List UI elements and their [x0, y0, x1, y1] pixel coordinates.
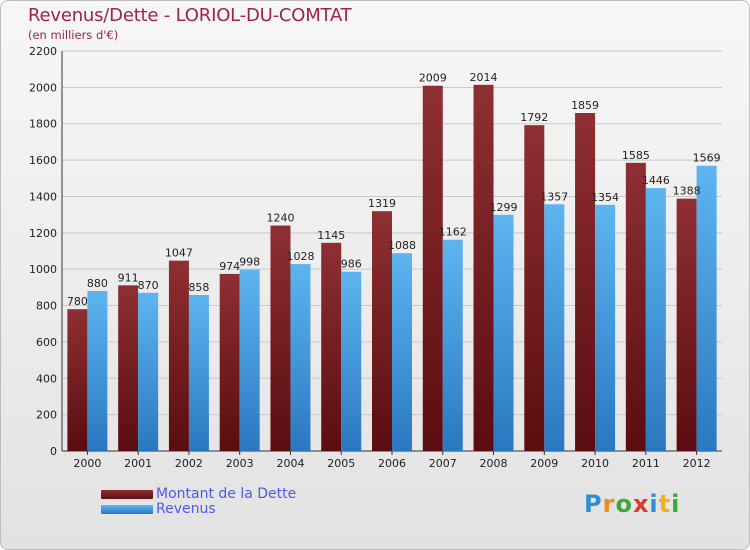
bar-dette: [219, 273, 240, 451]
bar-dette: [625, 162, 646, 451]
y-tick-label: 600: [36, 336, 57, 349]
logo-letter: i: [649, 490, 659, 518]
data-label-revenus: 880: [87, 277, 108, 290]
y-tick-label: 800: [36, 300, 57, 313]
bar-dette: [372, 211, 392, 451]
logo-letter: i: [671, 490, 681, 518]
y-tick-label: 1400: [29, 190, 57, 203]
legend-swatch-debt: [101, 490, 153, 499]
bar-revenus: [188, 295, 209, 451]
data-label-revenus: 1354: [591, 191, 619, 204]
data-label-dette: 911: [118, 271, 139, 284]
x-tick-label: 2011: [632, 457, 660, 470]
y-tick-label: 400: [36, 372, 57, 385]
data-label-dette: 1792: [520, 111, 548, 124]
data-label-revenus: 1162: [439, 226, 467, 239]
data-label-dette: 974: [219, 260, 240, 273]
bar-revenus: [290, 264, 311, 451]
y-tick-label: 1200: [29, 227, 57, 240]
bar-dette: [575, 113, 596, 451]
y-tick-label: 1800: [29, 118, 57, 131]
logo-letter: P: [584, 490, 603, 518]
x-tick-label: 2012: [683, 457, 711, 470]
y-tick-label: 200: [36, 409, 57, 422]
bar-revenus: [696, 165, 717, 451]
data-label-revenus: 870: [138, 279, 159, 292]
bar-dette: [524, 125, 545, 451]
logo-letter: x: [632, 490, 650, 518]
data-label-revenus: 998: [239, 256, 260, 269]
bar-dette: [270, 225, 291, 451]
data-label-revenus: 1569: [693, 152, 721, 165]
bar-dette: [168, 260, 189, 451]
bar-revenus: [341, 271, 362, 451]
x-tick-label: 2007: [429, 457, 457, 470]
data-label-dette: 1319: [368, 197, 396, 210]
data-label-dette: 1145: [317, 229, 345, 242]
data-label-dette: 1240: [266, 212, 294, 225]
y-tick-label: 2200: [29, 45, 57, 58]
x-tick-label: 2000: [73, 457, 101, 470]
bar-dette: [67, 309, 88, 451]
x-tick-label: 2010: [581, 457, 609, 470]
x-tick-label: 2006: [378, 457, 406, 470]
x-tick-label: 2004: [276, 457, 304, 470]
x-tick-label: 2003: [226, 457, 254, 470]
bar-dette: [118, 285, 139, 451]
legend-label-debt: Montant de la Dette: [156, 486, 297, 502]
bar-dette: [676, 198, 697, 451]
x-tick-label: 2008: [480, 457, 508, 470]
data-label-revenus: 1446: [642, 174, 670, 187]
bar-revenus: [239, 269, 260, 451]
logo-letter: o: [615, 490, 633, 518]
bar-dette: [473, 84, 494, 452]
legend-label-revenus: Revenus: [156, 501, 216, 517]
x-tick-label: 2001: [124, 457, 152, 470]
bar-revenus: [392, 253, 412, 451]
data-label-dette: 1388: [673, 185, 701, 198]
bar-dette: [321, 242, 342, 451]
data-label-dette: 2009: [419, 72, 447, 85]
bar-revenus: [493, 214, 514, 451]
data-label-revenus: 1299: [490, 201, 518, 214]
data-label-revenus: 1088: [388, 239, 416, 252]
bar-revenus: [595, 204, 616, 451]
data-label-dette: 1047: [165, 247, 193, 260]
data-label-revenus: 986: [341, 258, 362, 271]
bar-dette: [422, 85, 443, 452]
data-label-dette: 1859: [571, 99, 599, 112]
bars: [67, 84, 717, 452]
x-tick-label: 2005: [327, 457, 355, 470]
data-label-dette: 2014: [470, 71, 498, 84]
y-tick-label: 1000: [29, 263, 57, 276]
data-label-revenus: 858: [188, 281, 209, 294]
bar-revenus: [442, 239, 463, 451]
bar-revenus: [87, 291, 108, 451]
chart-title: Revenus/Dette - LORIOL-DU-COMTAT: [28, 5, 352, 26]
data-label-dette: 780: [67, 295, 88, 308]
x-tick-label: 2002: [175, 457, 203, 470]
logo-letter: t: [658, 490, 672, 518]
data-label-dette: 1585: [622, 149, 650, 162]
chart-subtitle: (en milliers d'€): [28, 28, 119, 42]
logo-letter: r: [602, 490, 616, 518]
bar-revenus: [645, 188, 666, 451]
x-tick-label: 2009: [530, 457, 558, 470]
data-label-revenus: 1357: [540, 190, 568, 203]
proxiti-logo: Proxiti: [584, 490, 680, 518]
bar-revenus: [544, 204, 565, 451]
y-tick-label: 0: [50, 445, 57, 458]
y-tick-label: 2000: [29, 81, 57, 94]
bar-revenus: [138, 292, 159, 451]
axes: 0 200 400 600 800 1000 1200 1400 1600 1800 2000 220…: [29, 45, 722, 470]
y-tick-label: 1600: [29, 154, 57, 167]
legend-swatch-revenus: [101, 505, 153, 514]
data-label-revenus: 1028: [286, 250, 314, 263]
